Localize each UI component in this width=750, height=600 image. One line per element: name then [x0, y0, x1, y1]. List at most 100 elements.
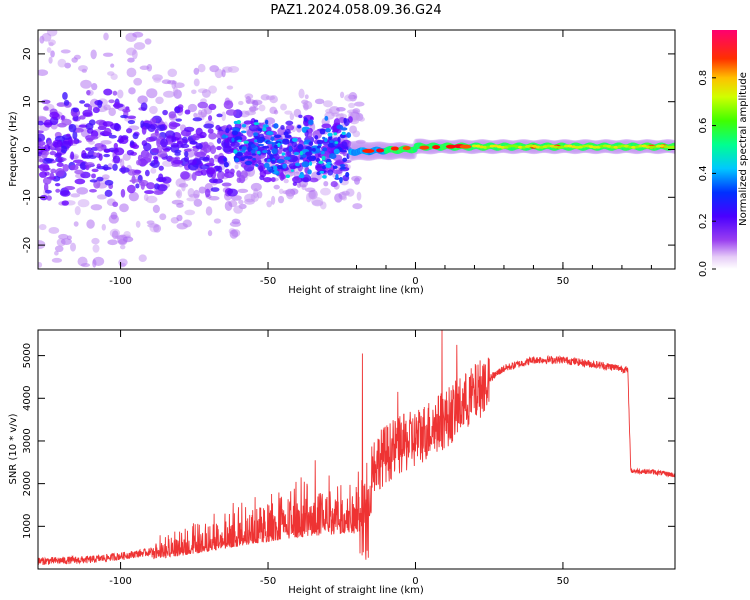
- spectrogram-blob: [358, 116, 365, 122]
- spectrogram-blob: [223, 157, 227, 162]
- spectrogram-blob: [563, 144, 569, 148]
- spectrogram-blob: [96, 194, 107, 200]
- spectrogram-blob: [108, 107, 116, 117]
- spectrogram-blob: [38, 130, 44, 134]
- spectrogram-blob: [126, 128, 133, 134]
- spectrogram-blob: [61, 200, 69, 206]
- snr-x-label: Height of straight line (km): [288, 585, 424, 596]
- spectrogram-blob: [257, 128, 262, 132]
- spectrogram-blob: [174, 149, 182, 154]
- spectrogram-blob: [271, 195, 276, 205]
- spectrogram-blob: [145, 153, 153, 161]
- spectrogram-blob: [273, 134, 282, 139]
- spectrogram-blob: [56, 102, 67, 107]
- spectrogram-blob: [291, 137, 298, 142]
- colorbar-tick-label: 0.6: [698, 118, 709, 134]
- spectrogram-blob: [62, 92, 68, 100]
- spectrogram-blob: [459, 144, 472, 149]
- spectrogram-blob: [113, 147, 125, 156]
- spectrogram-blob: [102, 121, 114, 127]
- spectrogram-blob: [240, 130, 247, 134]
- spectrogram-blob: [301, 127, 307, 133]
- spectrogram-blob: [299, 150, 303, 156]
- spectrogram-blob: [323, 181, 329, 187]
- spectrogram-blob: [334, 193, 343, 203]
- spectrogram-blob: [207, 128, 214, 134]
- spectrogram-blob: [126, 47, 137, 56]
- spectrogram-blob: [161, 79, 172, 85]
- spectrogram-blob: [146, 182, 156, 190]
- spectrogram-blob: [155, 96, 164, 105]
- spectrogram-blob: [245, 96, 252, 105]
- spectrogram-blob: [298, 114, 303, 119]
- spectrogram-blob: [137, 95, 148, 105]
- spectrogram-blob: [153, 190, 164, 195]
- spectrogram-blob: [97, 100, 103, 109]
- spectrogram-blob: [271, 147, 278, 155]
- spectrogram-blob: [86, 89, 91, 96]
- spectrogram-blob: [346, 132, 352, 139]
- spectrogram-blob: [325, 164, 332, 169]
- spectrogram-blob: [147, 124, 156, 133]
- spectrogram-blob: [341, 190, 350, 196]
- spectrogram-blob: [187, 159, 198, 166]
- spectrogram-blob: [175, 190, 181, 197]
- spectrogram-blob: [42, 150, 50, 156]
- colorbar-label: Normalized spectral amplitude: [738, 72, 749, 226]
- spectrogram-blob: [60, 238, 72, 245]
- spectrogram-blob: [223, 100, 234, 110]
- spectrogram-blob: [141, 160, 148, 166]
- spectrogram-blob: [343, 117, 347, 124]
- spectrogram-blob: [335, 107, 346, 112]
- spectrogram-blob: [303, 117, 308, 122]
- spectrogram-blob: [253, 132, 259, 137]
- spectrogram-blob: [112, 155, 121, 164]
- colorbar-gradient: [712, 30, 737, 269]
- spectrogram-blob: [184, 150, 189, 158]
- spectrogram-blob: [193, 78, 200, 87]
- spectrogram-blob: [187, 103, 198, 113]
- spectrogram-blob: [322, 136, 326, 140]
- spectrogram-blob: [103, 127, 112, 136]
- spectrogram-blob: [278, 188, 284, 195]
- spectrogram-blob: [217, 165, 223, 173]
- spectrogram-blob: [194, 151, 199, 157]
- spectrogram-blob: [609, 145, 615, 149]
- spectrogram-blob: [70, 151, 75, 160]
- spectrogram-blob: [303, 103, 309, 111]
- spectrogram-blob: [39, 158, 44, 163]
- spectrogram-blob: [144, 190, 155, 195]
- spectrogram-blob: [157, 184, 168, 192]
- spectrogram-blob: [214, 154, 219, 159]
- spectrogram-blob: [328, 153, 337, 160]
- spectrogram-blob: [110, 211, 118, 220]
- spectrogram-y-tick-label: -10: [22, 189, 33, 205]
- spectrogram-blob: [229, 221, 242, 227]
- spectrogram-blob: [305, 146, 312, 150]
- spectrogram-blob: [168, 111, 177, 119]
- colorbar-tick-label: 0.4: [698, 165, 709, 181]
- spectrogram-blob: [91, 173, 96, 179]
- spectrogram-blob: [146, 88, 158, 99]
- spectrogram-blob: [225, 109, 237, 116]
- spectrogram-blob: [334, 160, 344, 166]
- spectrogram-blob: [71, 57, 78, 63]
- spectrogram-blob: [262, 127, 267, 132]
- spectrogram-blob: [153, 156, 159, 165]
- spectrogram-blob: [51, 257, 63, 263]
- spectrogram-blob: [281, 152, 286, 156]
- spectrogram-blob: [223, 161, 229, 168]
- spectrogram-blob: [302, 177, 309, 182]
- spectrogram-blob: [322, 100, 333, 108]
- spectrogram-blob: [140, 102, 148, 112]
- spectrogram-blob: [38, 69, 49, 76]
- spectrogram-blob: [74, 169, 84, 175]
- spectrogram-blob: [150, 132, 161, 138]
- spectrogram-blob: [64, 185, 76, 191]
- spectrogram-blob: [133, 77, 143, 86]
- spectrogram-blob: [153, 77, 162, 83]
- spectrogram-blob: [193, 189, 200, 199]
- spectrogram-blob: [209, 157, 215, 165]
- spectrogram-blob: [71, 112, 78, 118]
- spectrogram-blob: [305, 151, 313, 156]
